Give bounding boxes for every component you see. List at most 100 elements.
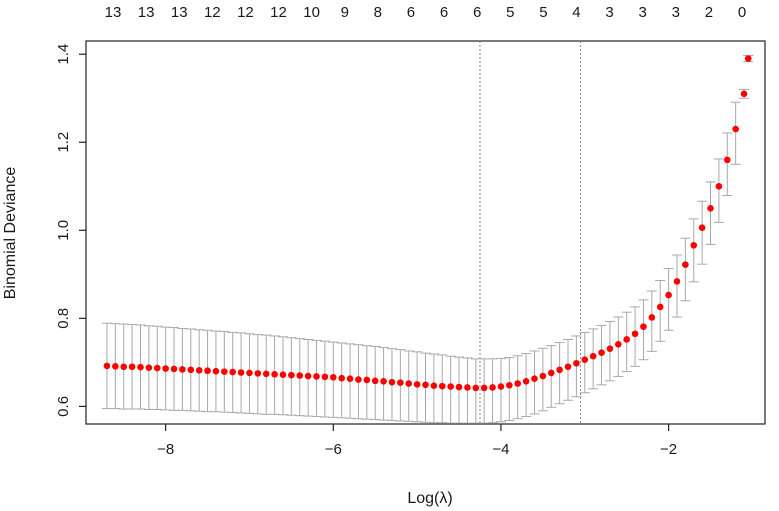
y-tick-label: 1.4 [55,44,72,65]
error-bar [554,342,565,405]
error-bar [646,290,657,352]
data-point [153,364,161,372]
data-point [640,323,647,331]
top-axis-label: 10 [303,4,320,21]
error-bar [688,218,699,283]
data-point [698,224,706,231]
x-tick-label: −4 [492,441,509,458]
data-point [673,278,681,285]
top-axis-label: 8 [374,4,382,21]
data-point [229,368,236,376]
top-axis-label: 2 [705,4,713,21]
data-point [170,365,178,373]
y-tick-label: 1.2 [55,132,72,153]
top-axis-label: 9 [341,4,349,21]
top-axis-label: 3 [672,4,680,21]
data-point [589,352,597,360]
x-tick-label: −8 [157,441,174,458]
top-axis-label: 13 [105,4,122,21]
data-point [195,366,203,374]
top-axis-label: 4 [572,4,580,21]
data-point [221,368,228,375]
error-bar [713,158,724,223]
data-point [145,364,153,371]
x-tick-label: −2 [660,441,677,458]
data-point [682,261,689,268]
data-point [388,378,396,386]
top-axis-label: 3 [639,4,647,21]
data-point [723,156,731,164]
top-axis-label: 5 [539,4,547,21]
data-point [531,375,538,382]
error-bar [529,350,540,415]
data-point [715,182,723,190]
y-axis-title: Binomial Deviance [2,167,19,300]
data-point [212,367,220,375]
error-bar [705,181,716,245]
error-bar [546,345,557,408]
data-point [405,380,413,387]
data-point [556,366,563,374]
data-point [665,291,672,299]
top-axis-counts: 13 13 13 12 12 12 10 9 8 6 6 6 5 5 4 3 3 3 2 0 [105,4,747,21]
data-point [447,383,454,390]
data-point [128,363,136,371]
data-point [355,376,362,383]
data-point [103,362,111,370]
top-axis-label: 5 [506,4,514,21]
error-bar [655,279,666,342]
data-point [304,372,312,380]
data-point [615,341,622,348]
data-point [581,356,589,364]
top-axis-label: 3 [605,4,613,21]
data-point [732,125,739,133]
y-axis: 0.6 0.8 1.0 1.2 1.4 [55,44,86,417]
data-point [707,204,714,212]
data-point [279,371,287,378]
data-point [187,366,195,374]
top-axis-label: 12 [270,4,287,21]
data-point [690,241,698,249]
data-point [162,365,169,372]
data-point [438,382,446,390]
data-point [623,336,630,343]
x-axis-title: Log(λ) [407,490,452,507]
data-point [464,384,471,391]
data-point [506,381,513,389]
data-point [564,363,572,371]
error-bar [722,132,733,197]
top-axis-label: 13 [138,4,155,21]
error-bar [487,358,498,424]
data-point [112,363,119,370]
error-bar [730,101,741,165]
top-axis-label: 6 [407,4,415,21]
data-point [497,383,505,390]
data-point [598,349,605,356]
data-point [472,384,480,392]
data-point [204,367,211,375]
data-point [397,379,404,386]
x-axis: −8 −6 −4 −2 [157,424,677,458]
data-point [271,370,278,378]
data-point [489,384,496,391]
error-bar [521,353,532,418]
error-bar [495,357,506,423]
error-bar [680,237,691,302]
plot-border [85,40,766,425]
data-point [573,359,580,367]
data-point [430,382,438,390]
top-axis-label: 6 [473,4,481,21]
data-point [422,381,429,389]
error-bar [663,268,674,331]
data-point [522,377,530,385]
data-point [631,330,639,338]
data-point [744,55,752,62]
data-point [371,377,379,385]
top-axis-label: 0 [738,4,746,21]
data-point [262,370,270,378]
data-point [313,373,320,380]
data-point [237,369,245,376]
data-point [547,369,555,377]
data-point [413,381,421,388]
